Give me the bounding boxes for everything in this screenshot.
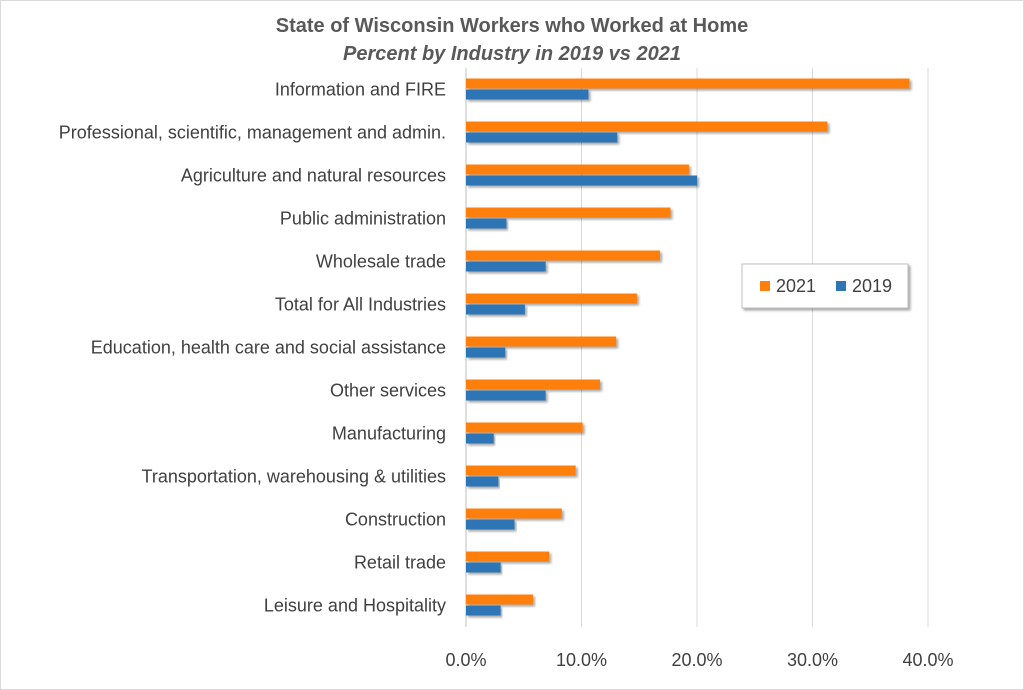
bar-2019 [466,132,618,143]
bar-2021 [466,551,550,562]
legend-swatch-2019 [836,281,846,291]
category-label: Agriculture and natural resources [181,166,446,186]
x-tick-label: 20.0% [671,650,722,670]
bar-2021 [466,465,576,476]
legend-swatch-2021 [760,281,770,291]
gridlines [465,68,929,627]
chart-title: State of Wisconsin Workers who Worked at… [276,15,749,37]
bar-2021 [466,121,828,132]
category-label: Professional, scientific, management and… [59,123,446,143]
bar-2019 [466,390,546,401]
bar-2019 [466,261,546,272]
category-label: Retail trade [354,553,446,573]
category-label: Manufacturing [332,424,446,444]
bar-2019 [466,304,525,315]
bar-2021 [466,422,583,433]
category-label: Transportation, warehousing & utilities [142,467,447,487]
category-label: Leisure and Hospitality [264,596,446,616]
category-label: Total for All Industries [275,295,446,315]
bar-2021 [466,336,617,347]
category-label: Public administration [280,209,446,229]
legend-label-2019: 2019 [852,276,892,296]
legend: 2021 2019 [741,263,909,309]
x-tick-label: 10.0% [556,650,607,670]
bars [466,78,910,616]
bar-2021 [466,379,600,390]
bar-2019 [466,519,515,530]
x-tick-label: 30.0% [787,650,838,670]
bar-2021 [466,293,637,304]
chart-subtitle: Percent by Industry in 2019 vs 2021 [343,43,681,65]
bar-2021 [466,508,562,519]
bar-2021 [466,164,689,175]
x-tick-label: 0.0% [445,650,486,670]
category-label: Wholesale trade [316,252,446,272]
category-label: Construction [345,510,446,530]
category-label: Information and FIRE [275,80,446,100]
bar-2021 [466,78,910,89]
category-labels: Information and FIRE Professional, scient… [59,80,446,616]
bar-2021 [466,594,533,605]
category-label: Education, health care and social assist… [91,338,446,358]
legend-label-2021: 2021 [776,276,816,296]
bar-2019 [466,89,589,100]
bar-2019 [466,175,697,186]
x-tick-label: 40.0% [902,650,953,670]
bar-2019 [466,433,494,444]
bar-2019 [466,218,507,229]
x-axis-tick-labels: 0.0% 10.0% 20.0% 30.0% 40.0% [445,650,953,670]
bar-2021 [466,207,671,218]
bar-2019 [466,347,506,358]
category-label: Other services [330,381,446,401]
bar-2019 [466,562,501,573]
bar-2019 [466,605,501,616]
bar-2021 [466,250,661,261]
bar-2019 [466,476,499,487]
